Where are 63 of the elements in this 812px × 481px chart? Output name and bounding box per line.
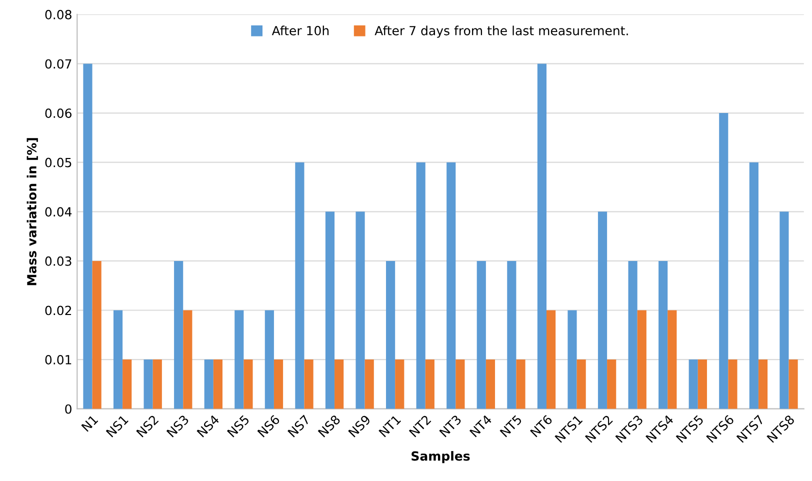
x-tick-label: NT1 (378, 414, 401, 438)
bar (183, 310, 192, 409)
bar (274, 360, 284, 409)
bar (749, 162, 758, 409)
y-axis-title: Mass variation in [%] (26, 138, 38, 286)
y-tick-label: 0.03 (45, 256, 72, 266)
y-tick-label: 0.02 (45, 306, 72, 316)
y-tick-label: 0.07 (45, 59, 72, 69)
bar (122, 360, 132, 409)
bar (476, 260, 486, 409)
bar (325, 212, 335, 409)
y-tick-label: 0.06 (45, 108, 72, 118)
bar (486, 360, 496, 409)
bar (356, 212, 365, 409)
bar (244, 360, 253, 409)
bar (456, 360, 465, 409)
x-tick-label: N1 (81, 414, 98, 432)
y-tick-label: 0.05 (45, 158, 72, 168)
x-axis-title: Samples (412, 451, 470, 464)
bar (516, 360, 526, 409)
bar (658, 260, 668, 409)
bar (688, 360, 698, 409)
bar (295, 162, 304, 409)
bar (83, 64, 92, 409)
bar (668, 310, 677, 409)
bar (92, 260, 102, 409)
bar (144, 360, 153, 409)
y-tick-label: 0.08 (45, 10, 72, 20)
bar (364, 360, 374, 409)
bar (598, 212, 608, 409)
bar (728, 360, 738, 409)
bar (152, 360, 162, 409)
legend-label: After 10h (272, 26, 329, 36)
y-tick-label: 0.04 (45, 207, 72, 217)
bar (637, 310, 646, 409)
bar (204, 360, 214, 409)
bar (213, 360, 222, 409)
bar (719, 113, 728, 409)
bar (758, 360, 768, 409)
bar (386, 260, 396, 409)
bar (628, 260, 638, 409)
bar (780, 212, 789, 409)
bar (416, 162, 426, 409)
bar (234, 310, 244, 409)
bar (576, 360, 586, 409)
y-tick-label: 0 (65, 404, 72, 414)
bar (334, 360, 344, 409)
bar (264, 310, 274, 409)
bar (607, 360, 616, 409)
bar (395, 360, 404, 409)
bar (568, 310, 577, 409)
bar (788, 360, 798, 409)
bar (304, 360, 314, 409)
legend-label: After 7 days from the last measurement. (374, 26, 628, 38)
bar (446, 162, 456, 409)
y-tick-label: 0.01 (45, 355, 72, 364)
bar (174, 260, 184, 409)
bar (113, 310, 123, 409)
bar (507, 260, 516, 409)
bar (537, 64, 546, 409)
bar (546, 310, 556, 409)
bar (425, 360, 434, 409)
bar (698, 360, 707, 409)
